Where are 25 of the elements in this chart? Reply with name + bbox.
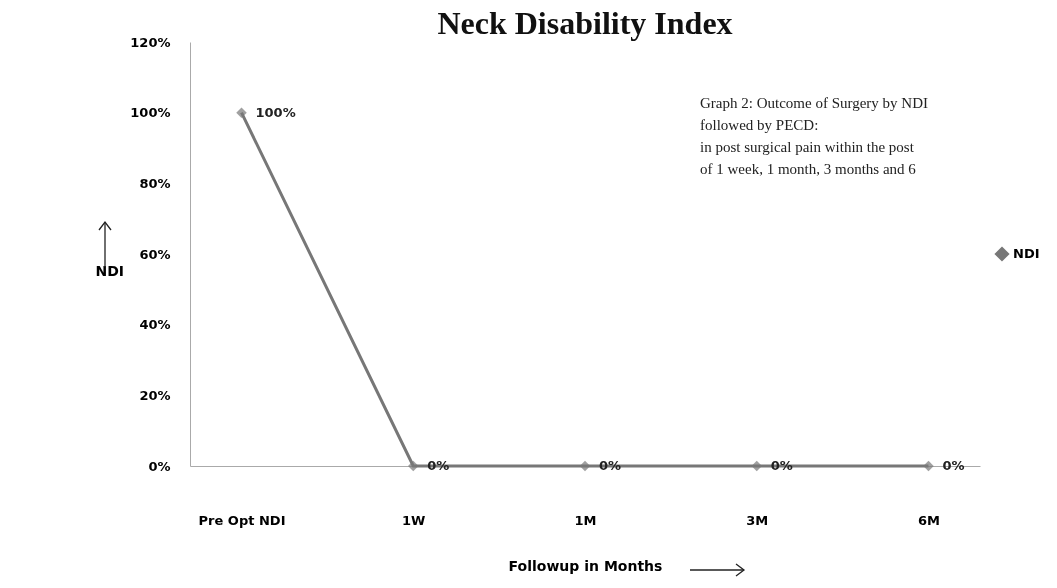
y-tick-label: 40%	[139, 317, 171, 333]
y-tick-label: 80%	[139, 175, 171, 191]
y-tick-label: 0%	[148, 458, 171, 474]
y-tick-label: 120%	[130, 34, 171, 50]
annotation: in post surgical pain within the post	[700, 138, 915, 157]
data-label: 0%	[599, 458, 622, 473]
data-label: 0%	[770, 458, 793, 473]
data-label: 0%	[942, 458, 965, 473]
annotation: Graph 2: Outcome of Surgery by NDI	[700, 94, 929, 113]
x-tick-label: 3M	[746, 512, 769, 528]
annotation: followed by PECD:	[700, 116, 820, 135]
annotation: of 1 week, 1 month, 3 months and 6	[700, 160, 917, 179]
x-tick-label: 6M	[917, 512, 940, 528]
y-tick-label: 60%	[139, 246, 171, 262]
x-axis-title: Followup in Months	[508, 557, 663, 574]
x-tick-label: 1W	[402, 512, 426, 528]
x-tick-label: Pre Opt NDI	[198, 512, 286, 528]
y-tick-label: 100%	[130, 105, 171, 121]
y-tick-label: 20%	[139, 387, 171, 403]
x-tick-label: 1M	[574, 512, 597, 528]
data-label: 100%	[255, 104, 296, 120]
chart-title: Neck Disability Index	[437, 5, 733, 41]
y-axis-title: NDI	[95, 262, 125, 279]
legend-label: NDI	[1013, 246, 1040, 261]
data-label: 0%	[427, 458, 450, 473]
